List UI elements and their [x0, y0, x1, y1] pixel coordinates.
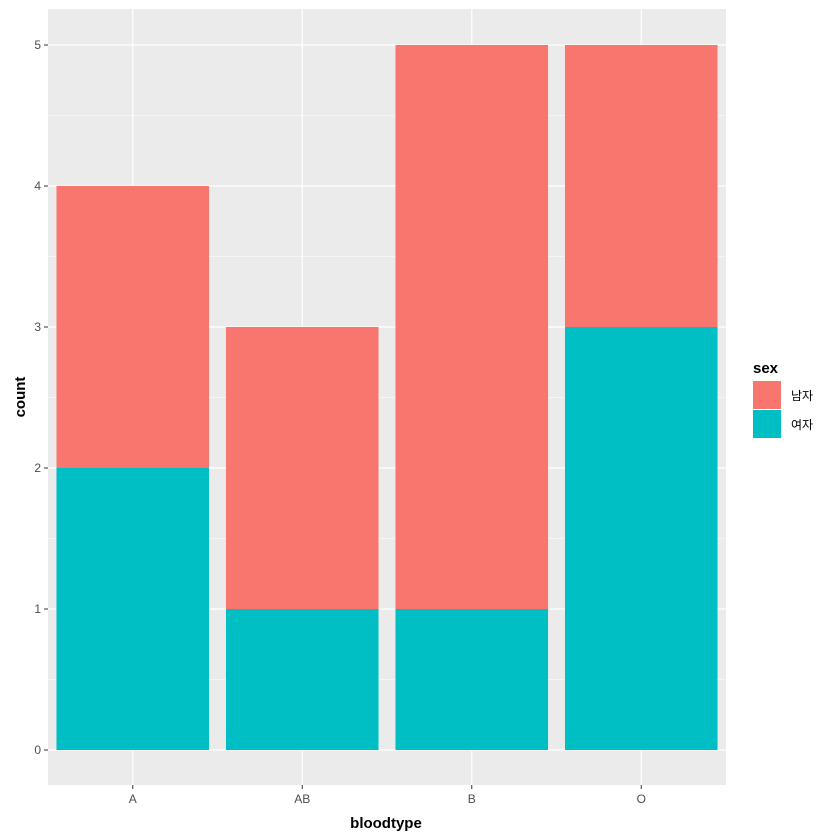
y-tick-label: 4: [34, 179, 41, 193]
x-tick-label: B: [468, 792, 476, 806]
legend-label: 여자: [791, 418, 813, 432]
x-axis-title: bloodtype: [350, 815, 422, 832]
y-tick-label: 3: [34, 320, 41, 334]
x-tick-label: O: [637, 792, 646, 806]
y-tick-label: 5: [34, 38, 41, 52]
y-axis-title: count: [12, 377, 29, 418]
bar-segment: [564, 45, 718, 327]
y-axis: 0 1 2 3 4 5: [34, 38, 48, 757]
bar-segment: [395, 609, 549, 750]
x-tick-label: AB: [294, 792, 310, 806]
bar-segment: [395, 45, 549, 609]
bars-group: [56, 45, 718, 750]
bar-segment: [56, 468, 210, 750]
y-tick-label: 0: [34, 743, 41, 757]
legend-label: 남자: [791, 389, 813, 403]
y-tick-label: 1: [34, 602, 41, 616]
legend-key: [753, 381, 781, 409]
bar-segment: [225, 609, 379, 750]
y-tick-label: 2: [34, 461, 41, 475]
x-axis: A AB B O: [129, 785, 646, 806]
legend-title: sex: [753, 360, 779, 377]
legend-key: [753, 410, 781, 438]
bar-segment: [564, 327, 718, 750]
bar-segment: [56, 186, 210, 468]
x-tick-label: A: [129, 792, 137, 806]
bar-segment: [225, 327, 379, 609]
